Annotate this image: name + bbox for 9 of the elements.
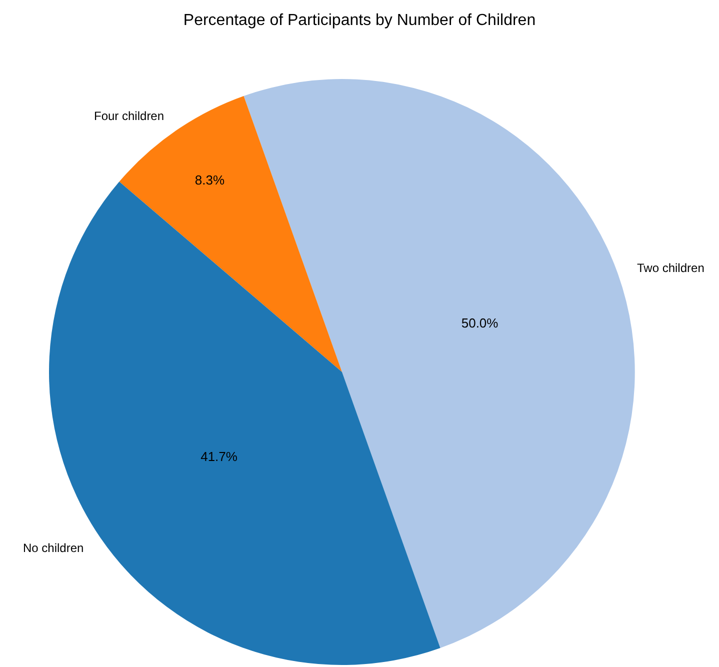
slice-label: Two children	[637, 261, 704, 275]
slice-label: Four children	[94, 109, 164, 123]
pie-slice	[244, 79, 635, 648]
data-label: 50.0%	[461, 315, 499, 330]
data-label: 8.3%	[194, 172, 225, 188]
chart-title: Percentage of Participants by Number of Children	[183, 12, 536, 30]
pie-slice	[119, 96, 342, 372]
slice-label: No children	[23, 541, 84, 555]
data-label: 41.7%	[200, 448, 238, 464]
